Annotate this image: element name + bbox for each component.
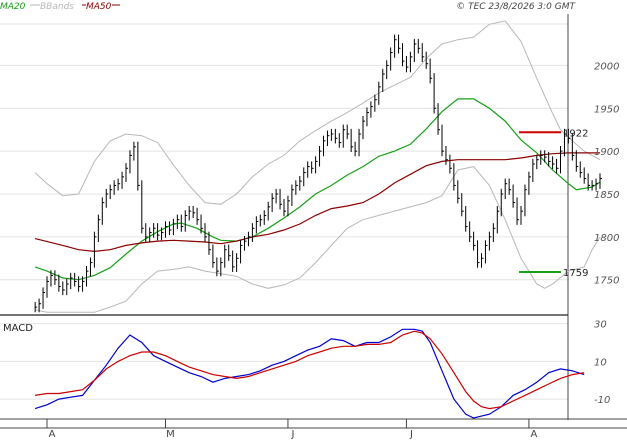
legend-label-ma50: MA50: [86, 2, 112, 12]
legend-label-bbands: BBands: [40, 2, 74, 12]
macd-series-line-1: [35, 330, 585, 410]
price-series-group: [34, 20, 601, 313]
month-tick-label-2: J: [290, 429, 294, 440]
price-bars-group: [34, 34, 602, 313]
macd-y-tick-2: 30: [594, 320, 607, 331]
macd-y-tick-0: -10: [594, 395, 610, 406]
month-tick-labels: AMJJAS: [46, 419, 537, 440]
callout-label-1: 1759: [563, 268, 588, 279]
macd-series-group: [34, 328, 585, 419]
macd-series-line-0: [34, 328, 585, 419]
month-tick-label-0: A: [49, 429, 56, 440]
macd-panel-title: MACD: [3, 323, 33, 334]
price-y-tick-1800: 1800: [594, 233, 619, 244]
callout-label-0: 1922: [563, 128, 588, 139]
month-tick-label-1: M: [166, 429, 175, 440]
price-y-tick-labels: 1750 1800 1850 1900 1950 2000: [594, 61, 619, 286]
legend: MA20 BBands MA50: [0, 2, 120, 12]
month-tick-label-3: J: [409, 429, 413, 440]
price-gridlines: [0, 23, 568, 281]
price-y-tick-1750: 1750: [594, 276, 619, 287]
price-series-line-3: [34, 152, 600, 253]
month-tick-label-4: A: [530, 429, 537, 440]
macd-y-tick-1: 10: [594, 357, 607, 368]
price-series-line-0: [34, 98, 601, 281]
price-series-line-1: [34, 20, 601, 205]
price-series-line-2: [34, 166, 601, 313]
macd-y-tick-labels: -10 10 30: [594, 320, 610, 406]
legend-label-ma20: MA20: [0, 2, 26, 12]
price-callouts: 1922 1759: [519, 128, 588, 279]
price-y-tick-1850: 1850: [594, 190, 619, 201]
price-y-tick-1900: 1900: [594, 147, 619, 158]
copyright-label: © TEC 23/8/2026 3:0 GMT: [456, 2, 576, 12]
price-y-tick-2000: 2000: [594, 61, 619, 72]
price-y-tick-1950: 1950: [594, 104, 619, 115]
